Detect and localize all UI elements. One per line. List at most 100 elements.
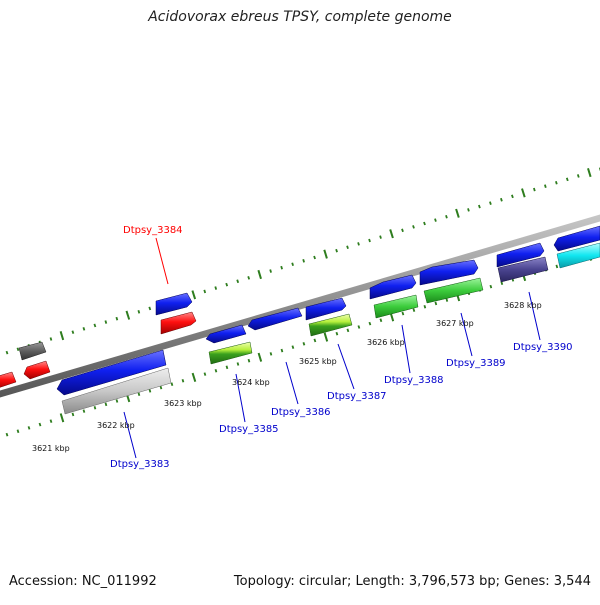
inner-tick — [325, 333, 328, 342]
inner-tick — [161, 386, 162, 389]
outer-tick — [303, 259, 304, 262]
rna-block-dtpsy-3385[interactable] — [209, 342, 252, 364]
gene-label-dtpsy-3385[interactable]: Dtpsy_3385 — [219, 424, 279, 435]
inner-tick — [292, 346, 293, 349]
outer-tick — [468, 208, 469, 211]
outer-tick — [116, 317, 117, 320]
inner-tick — [347, 329, 348, 332]
leader-dtpsy-3387 — [338, 344, 354, 389]
inner-tick — [216, 369, 217, 372]
scale-label: 3626 kbp — [367, 338, 405, 347]
inner-tick — [369, 322, 370, 325]
outer-tick — [534, 188, 535, 191]
outer-tick — [270, 270, 271, 273]
inner-tick — [303, 342, 304, 345]
gene-arrow-left-red-1[interactable] — [24, 361, 50, 379]
leader-dtpsy-3383 — [124, 412, 136, 458]
outer-tick — [149, 307, 150, 310]
outer-tick — [237, 280, 238, 283]
outer-tick — [72, 331, 73, 334]
inner-tick — [435, 302, 436, 305]
inner-tick — [282, 349, 283, 352]
outer-tick — [292, 263, 293, 266]
gene-label-dtpsy-3386[interactable]: Dtpsy_3386 — [271, 407, 331, 418]
inner-tick — [150, 389, 151, 392]
outer-tick — [7, 351, 8, 354]
outer-tick — [588, 168, 591, 177]
inner-tick — [84, 410, 85, 413]
outer-tick — [446, 215, 447, 218]
inner-tick — [193, 373, 196, 382]
gene-label-dtpsy-3384[interactable]: Dtpsy_3384 — [123, 225, 183, 236]
inner-tick — [172, 383, 173, 386]
leader-dtpsy-3384 — [156, 238, 168, 284]
outer-tick — [94, 324, 95, 327]
gene-label-dtpsy-3388[interactable]: Dtpsy_3388 — [384, 375, 444, 386]
inner-tick — [271, 352, 272, 355]
outer-tick — [424, 222, 425, 225]
genome-stats-text: Topology: circular; Length: 3,796,573 bp… — [234, 574, 591, 589]
gene-arrow-left-red-2[interactable] — [0, 372, 16, 389]
inner-tick — [18, 430, 19, 433]
outer-tick — [369, 239, 370, 242]
outer-tick — [336, 249, 337, 252]
label-leader-lines — [124, 238, 540, 458]
outer-tick — [390, 229, 393, 238]
outer-tick — [358, 242, 359, 245]
gene-label-dtpsy-3390[interactable]: Dtpsy_3390 — [513, 342, 573, 353]
outer-tick — [324, 250, 327, 259]
inner-tick — [139, 393, 140, 396]
inner-tick — [73, 413, 74, 416]
outer-tick — [490, 202, 491, 205]
accession-text: Accession: NC_011992 — [9, 574, 157, 589]
inner-tick — [40, 423, 41, 426]
outer-tick — [380, 236, 381, 239]
gene-label-dtpsy-3383[interactable]: Dtpsy_3383 — [110, 459, 170, 470]
inner-tick — [446, 299, 447, 302]
inner-tick — [183, 379, 184, 382]
scale-label: 3628 kbp — [504, 301, 542, 310]
outer-tick — [456, 209, 459, 218]
scale-label: 3622 kbp — [97, 421, 135, 430]
scale-label: 3627 kbp — [436, 319, 474, 328]
outer-tick — [281, 266, 282, 269]
inner-tick — [556, 265, 557, 268]
inner-tick — [7, 433, 8, 436]
gene-label-dtpsy-3387[interactable]: Dtpsy_3387 — [327, 391, 387, 402]
inner-tick — [259, 353, 262, 362]
inner-tick — [336, 332, 337, 335]
gene-arrow-left-grey[interactable] — [19, 342, 46, 360]
outer-tick — [192, 291, 195, 300]
outer-tick — [314, 256, 315, 259]
rna-block-dtpsy-3384[interactable] — [161, 312, 196, 334]
inner-tick — [501, 282, 502, 285]
outer-tick — [215, 287, 216, 290]
outer-tick — [138, 310, 139, 313]
inner-tick — [51, 420, 52, 423]
leader-dtpsy-3388 — [402, 325, 410, 373]
outer-tick — [347, 246, 348, 249]
gene-label-dtpsy-3389[interactable]: Dtpsy_3389 — [446, 358, 506, 369]
inner-tick — [402, 312, 403, 315]
outer-tick — [204, 290, 205, 293]
inner-tick — [238, 363, 239, 366]
outer-tick — [435, 219, 436, 222]
rna-block-dtpsy-3388[interactable] — [374, 295, 418, 318]
outer-tick — [413, 225, 414, 228]
feature-track — [0, 226, 600, 414]
scale-label: 3624 kbp — [232, 378, 270, 387]
outer-tick — [556, 181, 557, 184]
inner-tick — [358, 326, 359, 329]
inner-tick — [106, 403, 107, 406]
scale-label: 3623 kbp — [164, 399, 202, 408]
inner-tick — [95, 406, 96, 409]
inner-tick — [227, 366, 228, 369]
inner-tick — [490, 285, 491, 288]
inner-tick — [314, 339, 315, 342]
leader-dtpsy-3390 — [529, 292, 540, 340]
outer-tick — [578, 174, 579, 177]
scale-label: 3621 kbp — [32, 444, 70, 453]
gene-arrow-dtpsy-3384[interactable] — [156, 293, 192, 315]
inner-tick — [29, 426, 30, 429]
outer-tick — [61, 331, 64, 340]
